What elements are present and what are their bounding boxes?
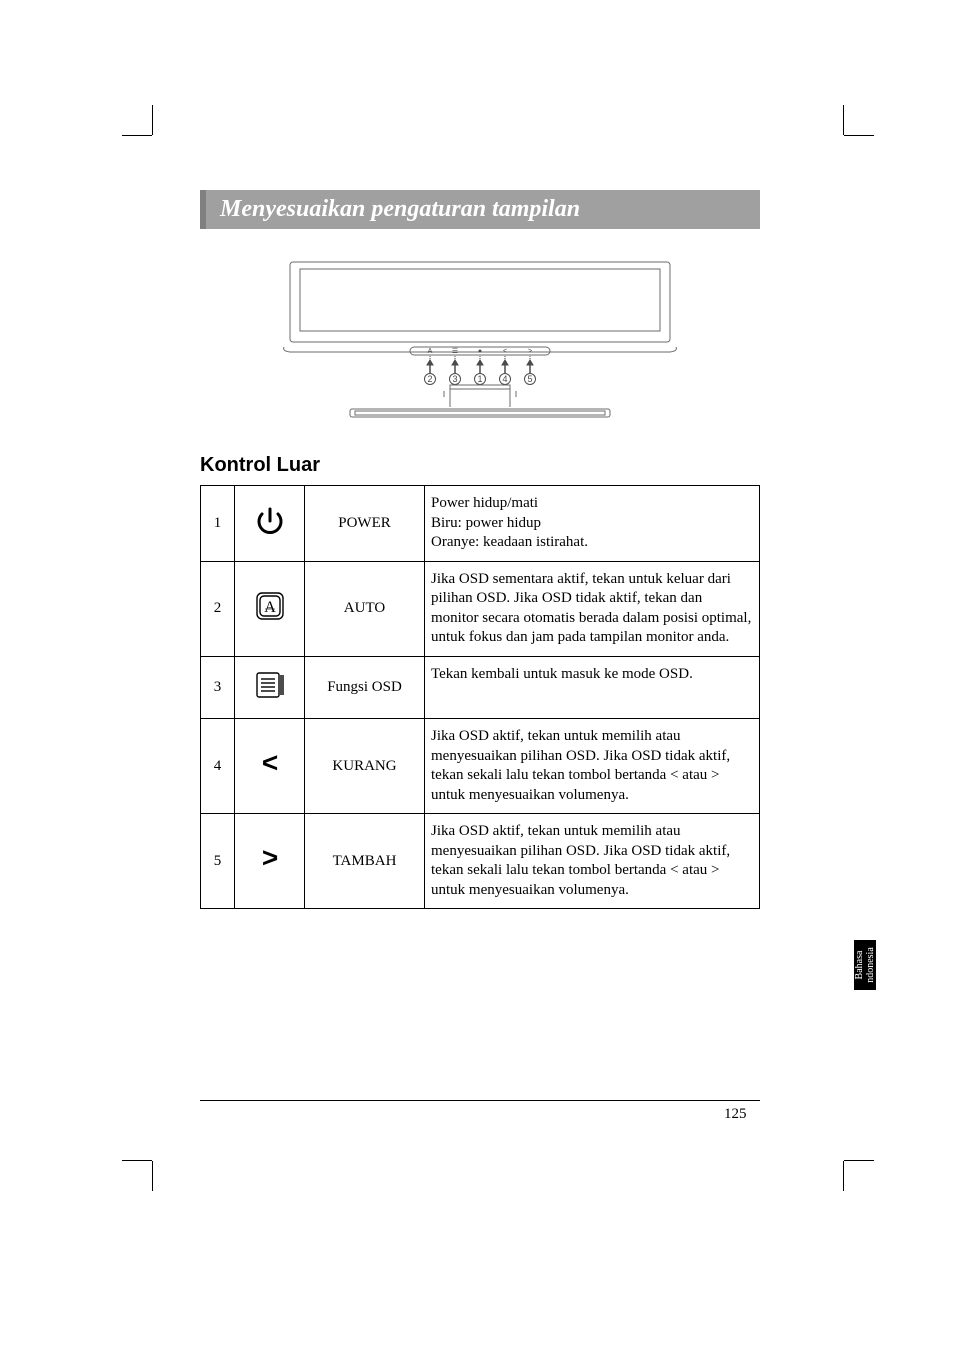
svg-text:A: A — [264, 599, 276, 616]
crop-mark — [152, 1161, 153, 1191]
less-icon: < — [235, 719, 305, 814]
language-tab-line1: Bahasa — [854, 951, 865, 980]
svg-text:<: < — [261, 747, 277, 778]
crop-mark — [844, 135, 874, 136]
svg-text:5: 5 — [527, 374, 532, 384]
more-icon: > — [235, 814, 305, 909]
control-name: AUTO — [305, 561, 425, 656]
table-row: 2 A AUTOJika OSD sementara aktif, tekan un… — [201, 561, 760, 656]
svg-text:<: < — [503, 348, 507, 355]
control-description: Jika OSD aktif, tekan untuk memilih atau… — [425, 814, 760, 909]
page-number: 125 — [724, 1106, 747, 1123]
language-tab: Bahasa ndonesia — [854, 940, 876, 990]
control-name: TAMBAH — [305, 814, 425, 909]
language-tab-line2: ndonesia — [865, 947, 876, 983]
section-subheading: Kontrol Luar — [200, 454, 760, 477]
svg-text:4: 4 — [502, 374, 507, 384]
row-number: 3 — [201, 656, 235, 719]
row-number: 5 — [201, 814, 235, 909]
svg-text:2: 2 — [427, 374, 432, 384]
crop-mark — [843, 105, 844, 135]
row-number: 2 — [201, 561, 235, 656]
content-area: Menyesuaikan pengaturan tampilan A ☰ ● < > 2… — [200, 190, 760, 909]
crop-mark — [844, 1160, 874, 1161]
title-bar: Menyesuaikan pengaturan tampilan — [200, 190, 760, 229]
svg-text:3: 3 — [452, 374, 457, 384]
control-name: KURANG — [305, 719, 425, 814]
crop-mark — [152, 105, 153, 135]
table-row: 4 < KURANGJika OSD aktif, tekan untuk memi… — [201, 719, 760, 814]
power-icon — [235, 486, 305, 562]
control-description: Jika OSD sementara aktif, tekan untuk ke… — [425, 561, 760, 656]
control-description: Power hidup/matiBiru: power hidupOranye:… — [425, 486, 760, 562]
monitor-diagram-svg: A ☰ ● < > 2 3 1 4 5 — [280, 257, 680, 427]
page: Menyesuaikan pengaturan tampilan A ☰ ● < > 2… — [0, 0, 954, 1351]
control-description: Tekan kembali untuk masuk ke mode OSD. — [425, 656, 760, 719]
crop-mark — [843, 1161, 844, 1191]
table-row: 1 POWERPower hidup/matiBiru: power hidupO… — [201, 486, 760, 562]
controls-table: 1 POWERPower hidup/matiBiru: power hidupO… — [200, 485, 760, 909]
page-title: Menyesuaikan pengaturan tampilan — [220, 196, 580, 222]
svg-text:>: > — [528, 348, 532, 355]
monitor-diagram: A ☰ ● < > 2 3 1 4 5 — [200, 257, 760, 432]
row-number: 1 — [201, 486, 235, 562]
footer-rule — [200, 1100, 760, 1101]
auto-icon: A — [235, 561, 305, 656]
crop-mark — [122, 1160, 152, 1161]
control-name: Fungsi OSD — [305, 656, 425, 719]
table-row: 5 > TAMBAHJika OSD aktif, tekan untuk memi… — [201, 814, 760, 909]
svg-text:1: 1 — [477, 374, 482, 384]
svg-text:☰: ☰ — [452, 348, 458, 355]
svg-text:A: A — [428, 348, 433, 355]
svg-text:●: ● — [478, 348, 482, 355]
crop-mark — [122, 135, 152, 136]
svg-text:>: > — [261, 842, 277, 873]
control-description: Jika OSD aktif, tekan untuk memilih atau… — [425, 719, 760, 814]
table-row: 3 Fungsi OSDTekan kembali untuk masuk ke … — [201, 656, 760, 719]
control-name: POWER — [305, 486, 425, 562]
row-number: 4 — [201, 719, 235, 814]
menu-icon — [235, 656, 305, 719]
